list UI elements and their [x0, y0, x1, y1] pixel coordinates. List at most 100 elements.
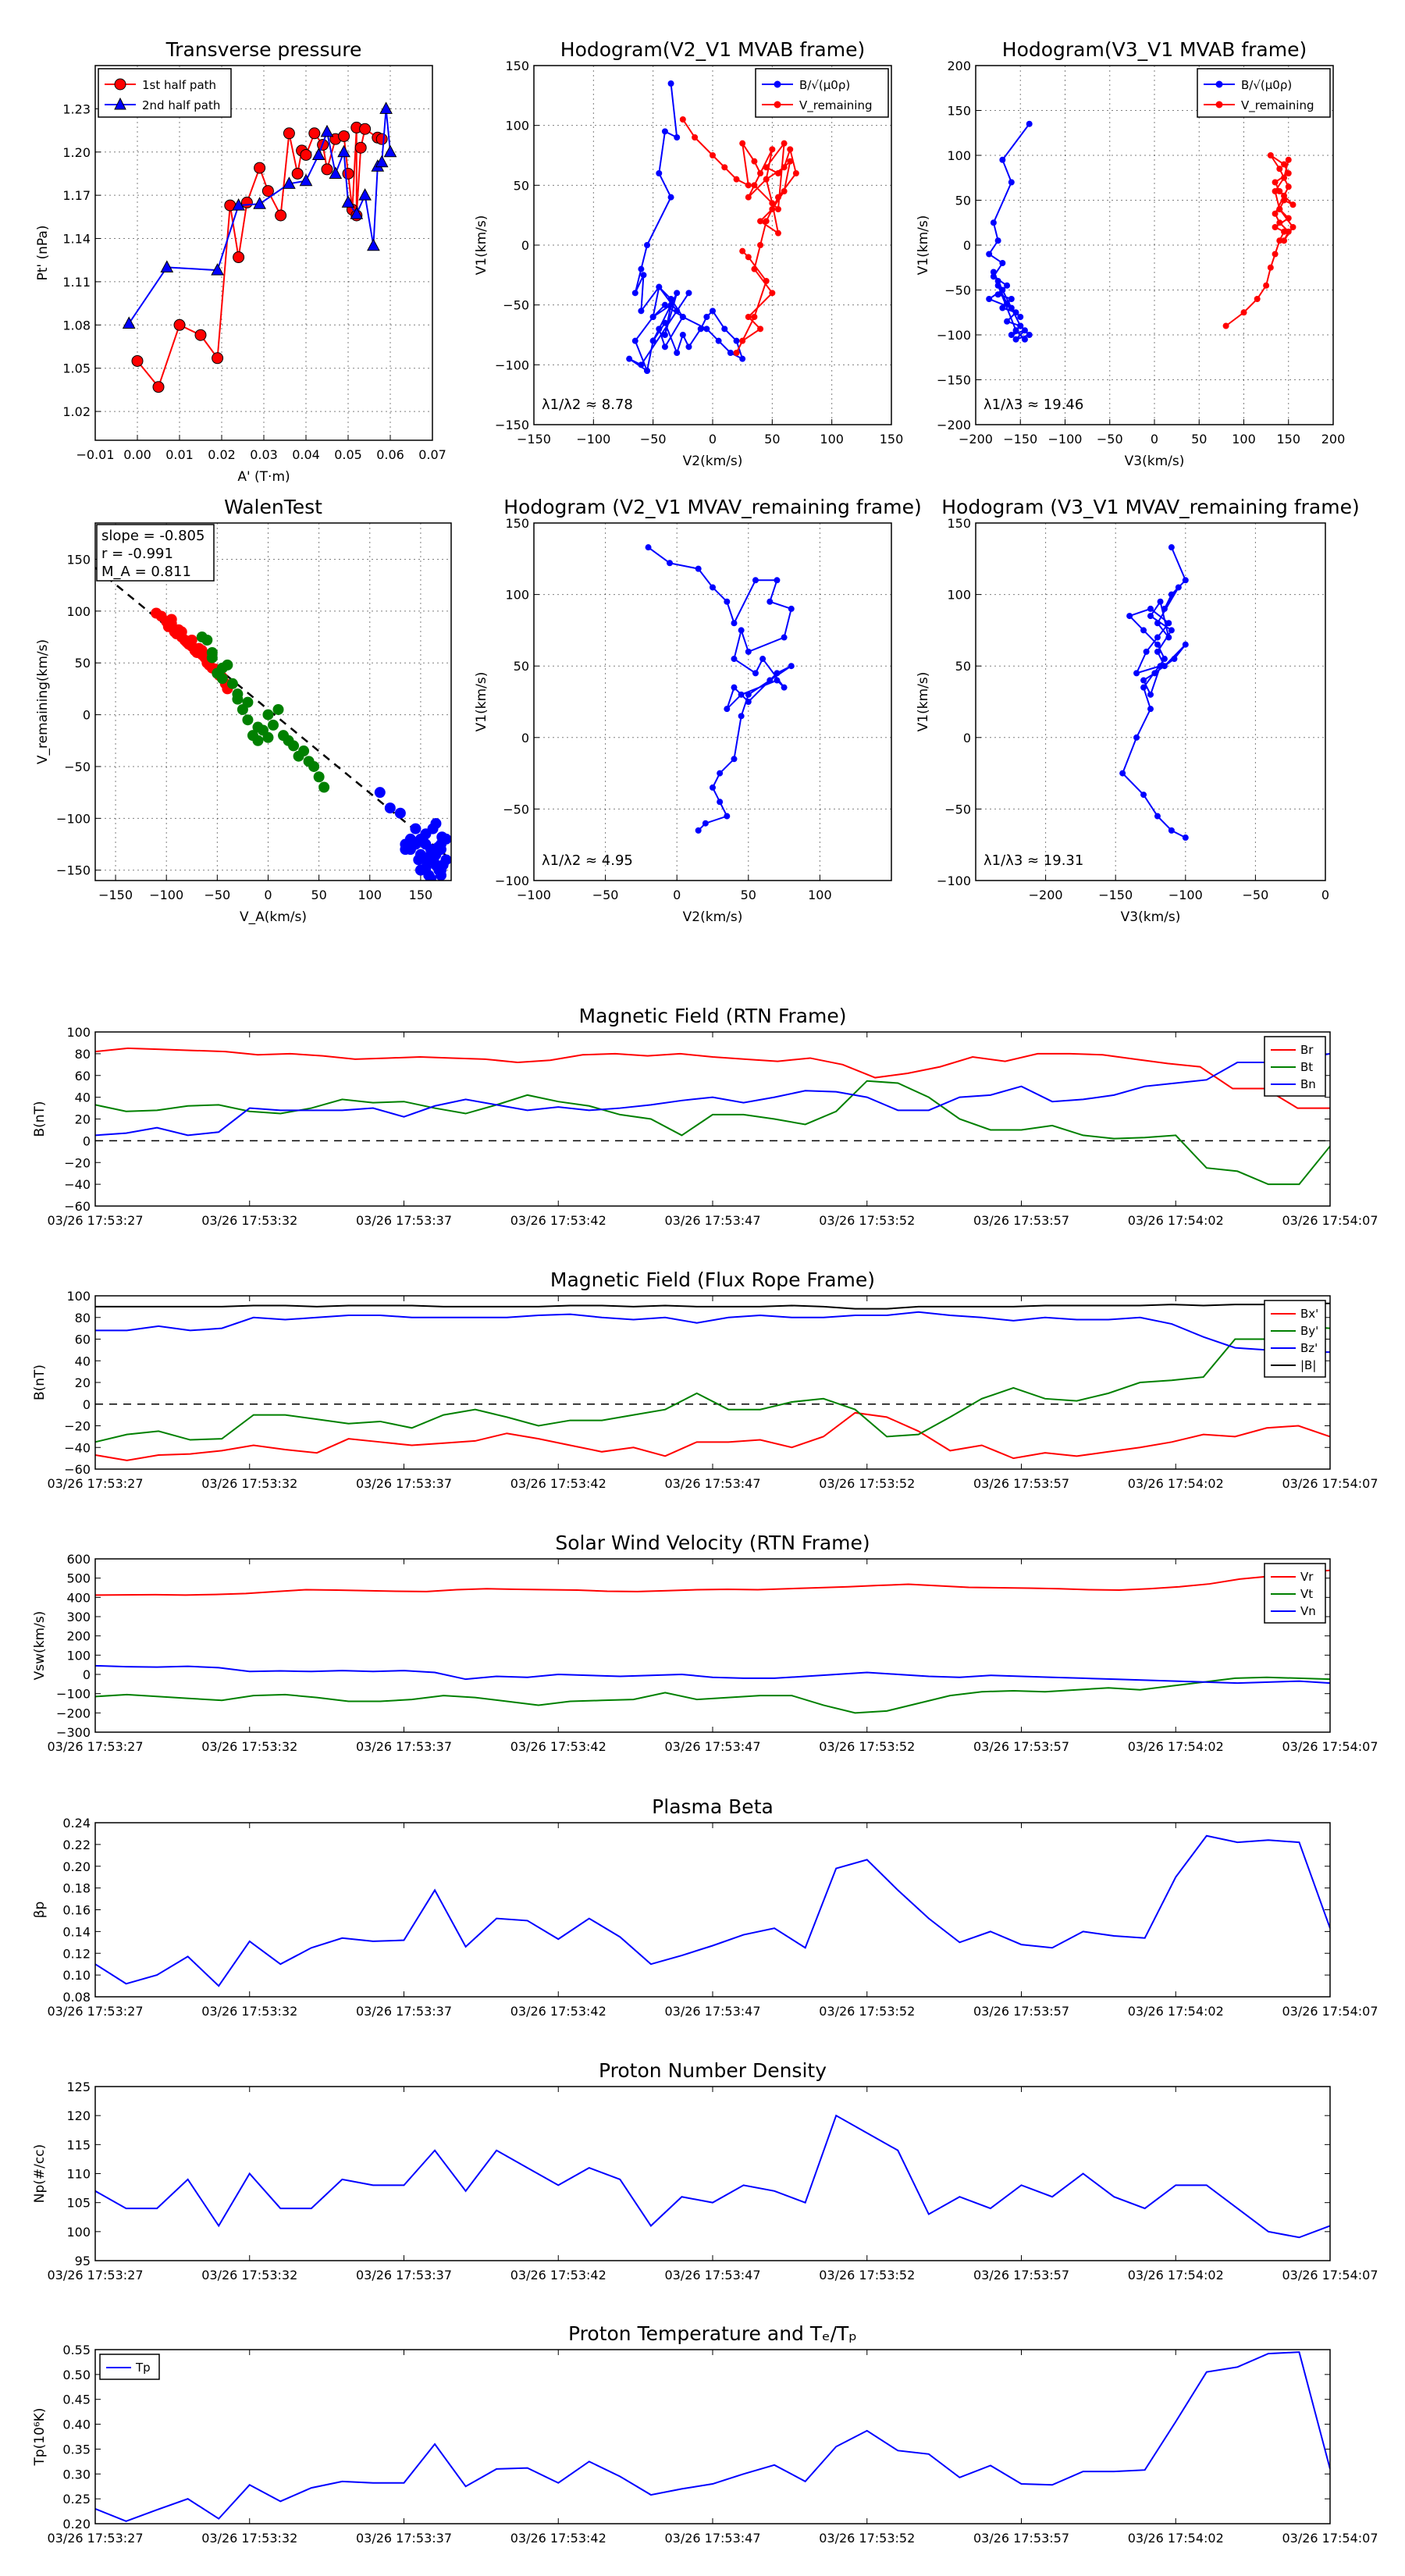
- legend: Br Bt Bn: [1264, 1036, 1326, 1097]
- data-point: [774, 229, 781, 237]
- y-tick-label: 0.35: [62, 2442, 91, 2457]
- y-axis-label: B(nT): [32, 1364, 48, 1400]
- data-point: [781, 634, 788, 641]
- data-point: [1182, 577, 1189, 584]
- data-point: [674, 350, 681, 356]
- y-tick-label: 100: [66, 2225, 91, 2240]
- data-point: [275, 209, 287, 222]
- x-tick-label: 0.06: [376, 447, 404, 462]
- data-point: [710, 584, 716, 591]
- data-point: [644, 368, 651, 374]
- x-tick-label: 0: [1151, 432, 1158, 447]
- annotation-frame: [96, 524, 215, 582]
- y-tick-label: 20: [75, 1375, 91, 1390]
- y-tick-label: 0.40: [62, 2418, 91, 2432]
- data-point: [667, 560, 674, 567]
- series-line-By': [95, 1325, 1330, 1443]
- data-point: [788, 663, 795, 670]
- data-point: [283, 176, 296, 189]
- data-point: [383, 144, 397, 158]
- data-point: [731, 656, 738, 663]
- x-tick-label: 03/26 17:53:57: [973, 1213, 1069, 1228]
- data-point: [679, 332, 686, 338]
- data-point: [425, 873, 436, 881]
- y-tick-label: 110: [66, 2167, 91, 2182]
- data-point: [1272, 179, 1279, 186]
- data-point: [994, 282, 1001, 289]
- data-point: [724, 813, 731, 820]
- x-tick-label: −100: [1168, 888, 1203, 902]
- data-point: [787, 158, 794, 165]
- y-tick-label: 105: [66, 2196, 91, 2211]
- data-point: [745, 314, 752, 320]
- y-tick-label: 0: [83, 708, 91, 723]
- data-point: [1140, 684, 1147, 691]
- y-tick-label: 115: [66, 2137, 91, 2152]
- legend-label: Bt: [1300, 1060, 1313, 1074]
- y-tick-label: 125: [66, 2080, 91, 2094]
- series-line-V_remaining: [682, 119, 797, 354]
- data-point: [1147, 613, 1154, 620]
- x-tick-label: 03/26 17:53:32: [201, 2531, 297, 2546]
- plot-frame: [94, 1558, 1331, 1733]
- data-point: [311, 148, 325, 160]
- x-tick-label: 03/26 17:53:47: [664, 1213, 760, 1228]
- series-line-Bt: [95, 1080, 1330, 1186]
- legend-marker: [1215, 101, 1223, 109]
- legend-label: V_remaining: [799, 98, 873, 113]
- chart-12: Proton Temperature and Tₑ/Tₚ 03/26 17:53:…: [32, 2322, 1378, 2546]
- y-tick-label: −50: [503, 802, 529, 817]
- data-point: [186, 635, 197, 646]
- data-point: [745, 254, 752, 261]
- x-tick-label: 50: [764, 432, 780, 447]
- data-point: [1147, 706, 1154, 713]
- x-tick-label: 03/26 17:53:52: [819, 2531, 915, 2546]
- data-point: [1267, 264, 1274, 271]
- x-tick-label: 100: [357, 888, 382, 902]
- x-tick-label: 03/26 17:53:42: [510, 1476, 606, 1491]
- data-point: [738, 691, 745, 698]
- x-tick-label: 03/26 17:53:42: [510, 1213, 606, 1228]
- y-tick-label: 100: [947, 588, 971, 603]
- x-tick-label: 03/26 17:53:57: [973, 2004, 1069, 2019]
- data-point: [1281, 237, 1288, 244]
- data-point: [674, 308, 681, 315]
- x-tick-label: −0.01: [76, 447, 114, 462]
- y-tick-label: −40: [64, 1440, 91, 1455]
- data-point: [1133, 670, 1140, 677]
- data-point: [1222, 322, 1229, 329]
- data-point: [1008, 296, 1015, 302]
- y-tick-label: 0.45: [62, 2393, 91, 2407]
- legend-label: Bx': [1300, 1307, 1318, 1321]
- data-point: [751, 158, 758, 165]
- data-point: [739, 337, 746, 344]
- legend-marker: [774, 101, 781, 109]
- data-point: [731, 756, 738, 763]
- data-point: [774, 677, 781, 684]
- legend-frame: [1197, 68, 1331, 118]
- y-tick-label: 100: [505, 119, 529, 133]
- y-tick-label: 400: [66, 1590, 91, 1605]
- data-point: [721, 164, 728, 171]
- y-tick-label: −150: [56, 863, 91, 878]
- data-point: [774, 670, 781, 677]
- y-tick-label: 150: [505, 516, 529, 531]
- y-tick-label: −100: [56, 1687, 91, 1702]
- x-tick-label: 03/26 17:53:42: [510, 2531, 606, 2546]
- data-point: [308, 760, 320, 772]
- x-tick-label: 03/26 17:54:02: [1128, 2531, 1224, 2546]
- data-point: [759, 656, 767, 663]
- data-point: [300, 148, 312, 161]
- y-tick-label: 150: [66, 552, 91, 567]
- x-tick-label: 03/26 17:53:37: [356, 1213, 452, 1228]
- data-point: [1168, 827, 1175, 834]
- data-point: [1012, 327, 1019, 334]
- data-point: [999, 304, 1006, 311]
- data-point: [1154, 634, 1161, 641]
- plot-frame: [94, 65, 433, 441]
- y-tick-label: 0.24: [62, 1816, 91, 1831]
- y-tick-label: −150: [495, 418, 529, 432]
- data-point: [757, 326, 764, 333]
- data-point: [206, 652, 218, 664]
- data-point: [738, 713, 745, 720]
